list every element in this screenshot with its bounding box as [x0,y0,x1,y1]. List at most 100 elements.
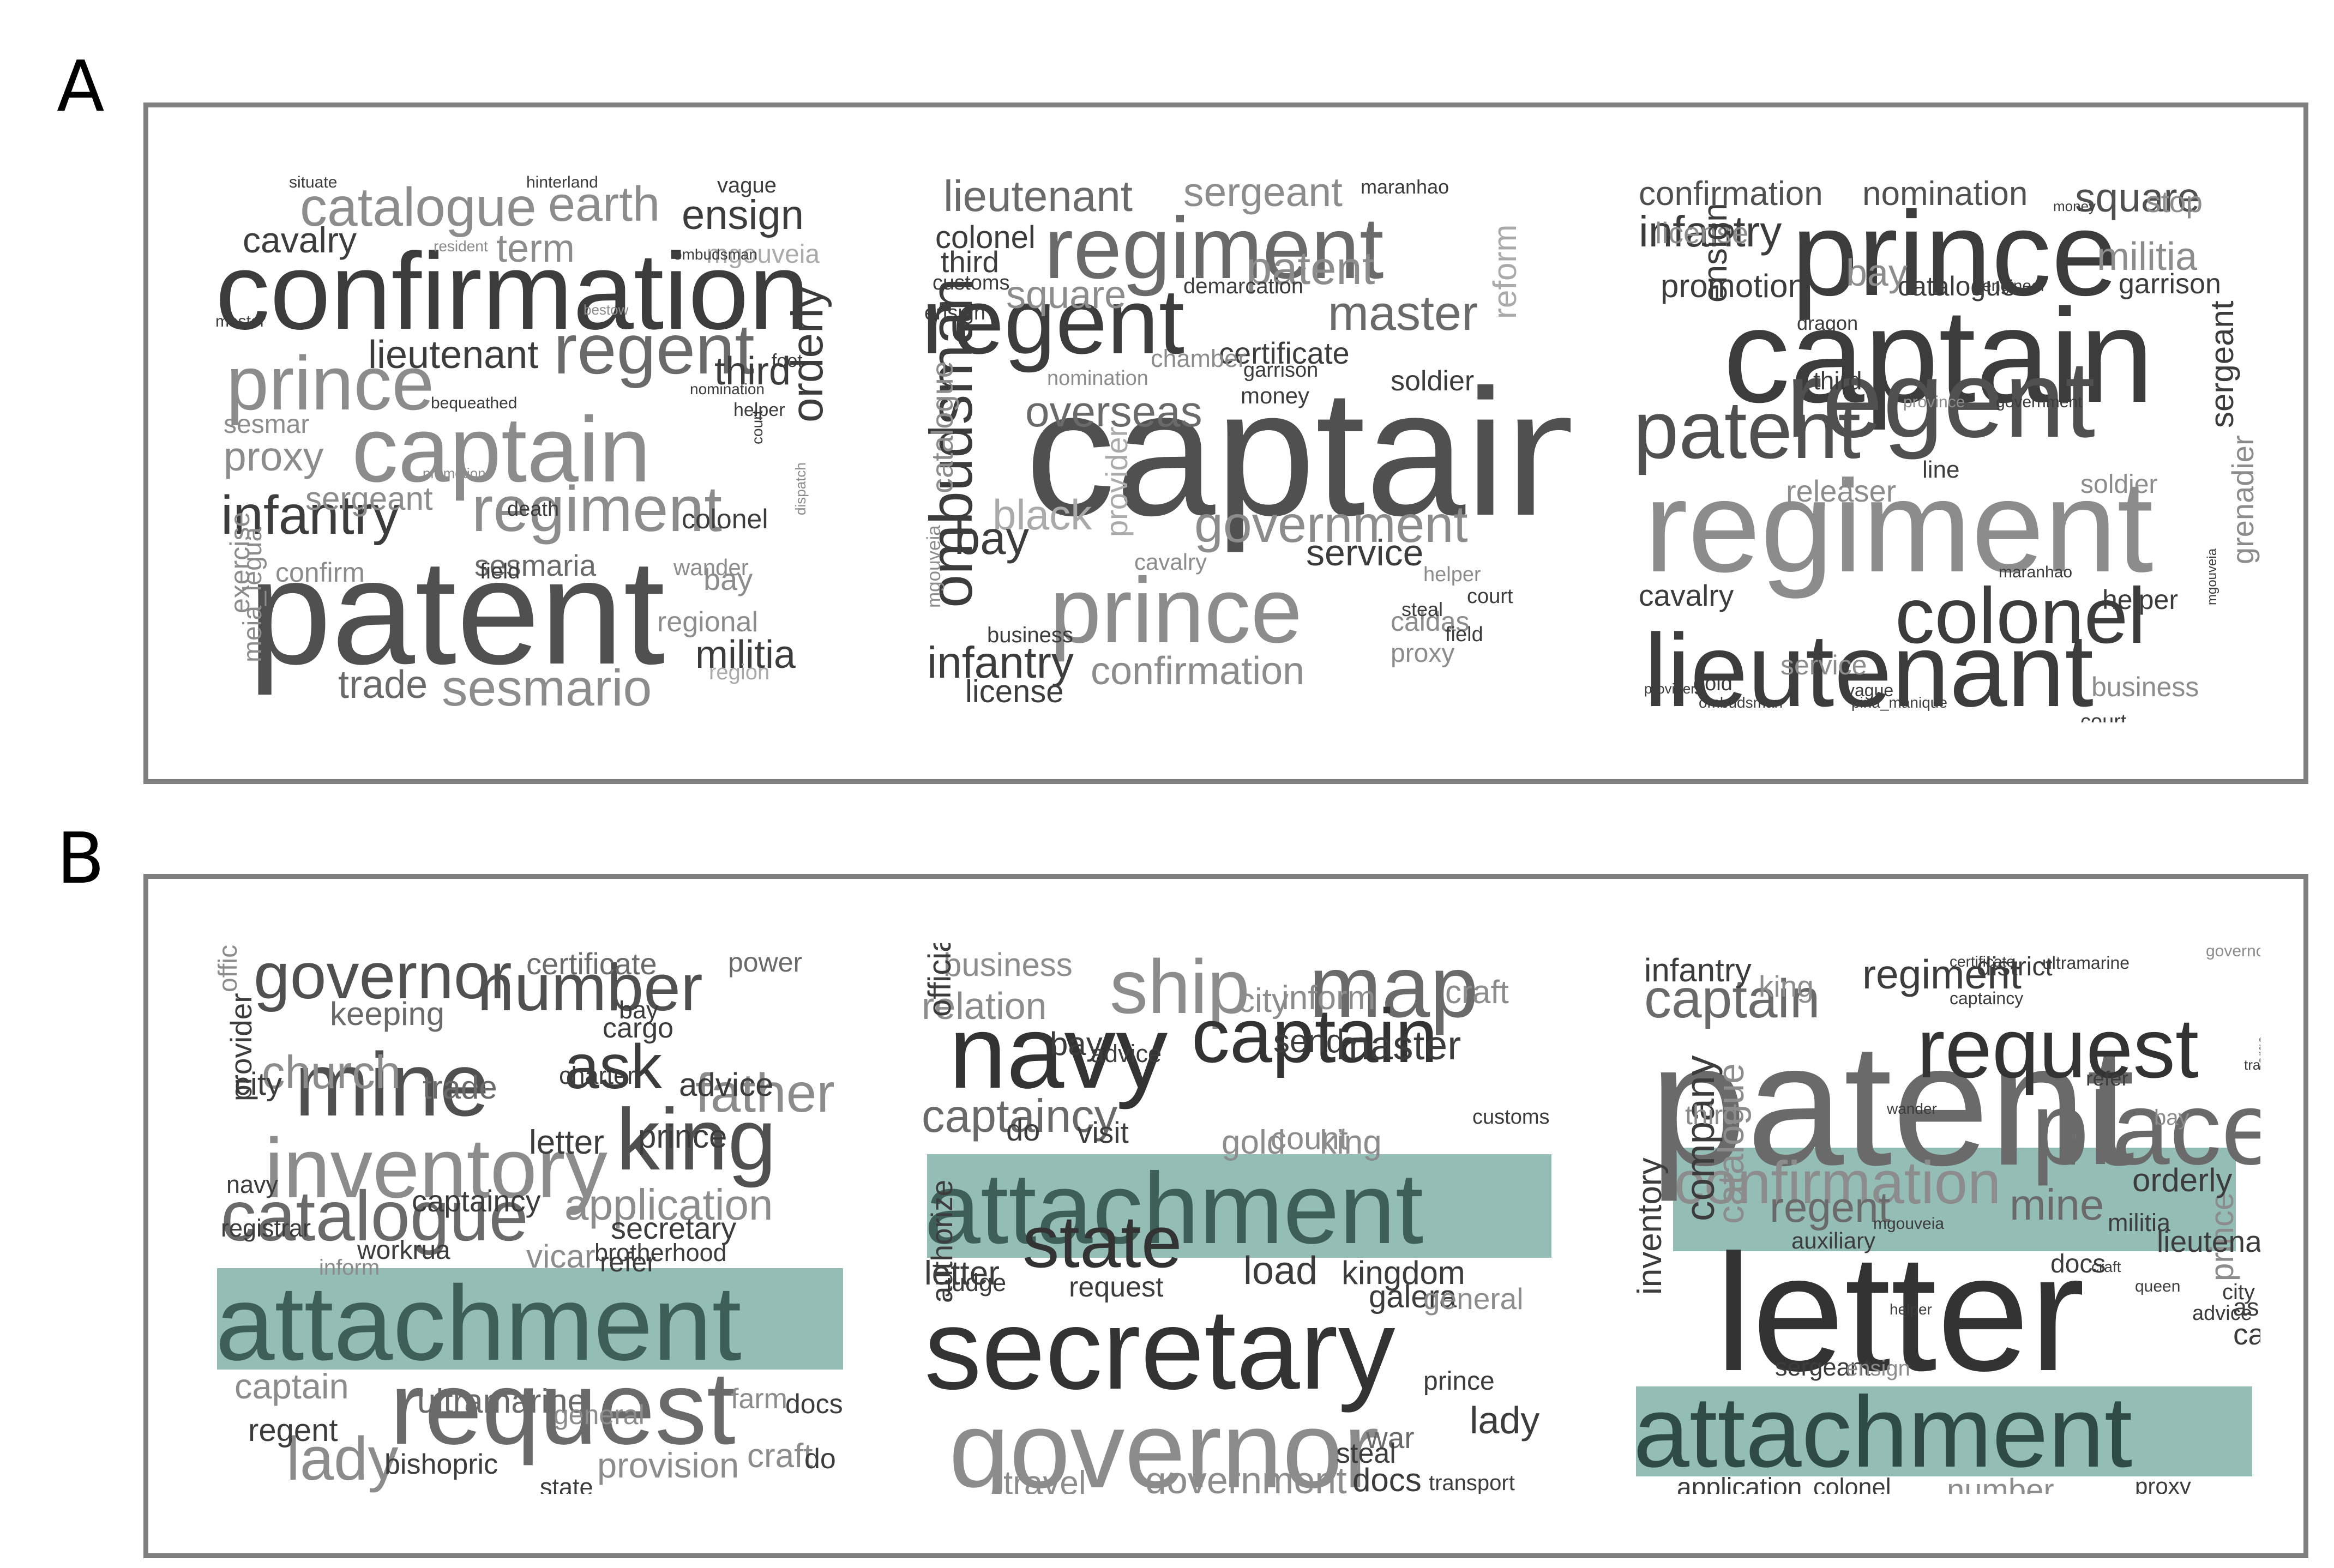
cloud-word: inventory [1633,1157,1669,1295]
cloud-word: visit [1077,1115,1129,1149]
cloud-word: license [1655,216,1749,250]
cloud-word: business [987,623,1073,647]
cloud-word: militia [2108,1209,2171,1237]
cloud-word: kingdom [1342,1255,1465,1291]
cloud-word: master [1336,1022,1461,1068]
cloud-word: helper [1423,563,1481,586]
cloud-word: confirmation [215,231,810,352]
cloud-word: mine [2010,1180,2104,1229]
cloud-word: regiment [1862,951,2022,997]
cloud-word: attachment [924,1153,1424,1265]
cloud-word: infantry [1644,952,1752,988]
cloud-word: helper [1890,1301,1932,1318]
cloud-word: maranhao [1361,176,1449,198]
cloud-word: city [2222,1280,2255,1304]
cloud-word: letter [1715,1220,2085,1406]
cloud-word: craft [2091,1258,2121,1275]
cloud-word: application [1677,1473,1802,1494]
cloud-word: catalogue [1898,271,2016,301]
cloud-word: regent [248,1413,338,1448]
cloud-word: do [804,1443,836,1475]
cloud-word: mgouveia [706,240,820,269]
cloud-word: cavalry [2233,1317,2260,1351]
cloud-word: infantry [927,638,1074,687]
cloud-word: cargo [2254,1035,2260,1071]
cloud-word: prince [1050,559,1303,662]
cloud-word: infantry [221,485,400,546]
cloud-word: prince [1423,1367,1495,1396]
cloud-word: craft [747,1437,813,1475]
cloud-word: patent [248,528,665,696]
cloud-word: provision [597,1445,739,1485]
cloud-word: colonel [1895,571,2146,660]
cloud-word: ombudsman [673,246,758,263]
cloud-word: court [749,410,766,444]
cloud-word: trade [423,1069,497,1106]
word-cloud: captain regiment prince regent lieutenant pat… [1633,172,2260,723]
cloud-word: request [1069,1271,1164,1303]
cloud-word: letter [924,1255,1000,1292]
cloud-word: line [1922,456,1960,483]
cloud-word: proxy [2135,1473,2191,1494]
cloud-word: captain [234,1366,349,1406]
word-cloud: confirmation patent captain prince regent reg… [215,172,867,722]
cloud-word: colonel [935,220,1036,255]
cloud-word: do [1006,1113,1040,1147]
cloud-word: catalogue [925,361,959,493]
cloud-word: third [714,349,791,393]
cloud-word: money [1241,383,1310,408]
cloud-word: application [564,1180,773,1229]
cloud-word: king [1320,1124,1382,1161]
cloud-word: navy [949,994,1168,1110]
highlight-band [927,1154,1551,1258]
cloud-word: city [1238,982,1289,1020]
cloud-word: governor [2206,943,2260,960]
cloud-word: letter [529,1124,604,1161]
cloud-word: demarcation [1183,274,1304,298]
cloud-word: colonel [1813,1473,1891,1494]
cloud-word: captain [1723,281,2155,430]
cloud-word: third [1813,366,1862,395]
cloud-word: death [507,498,560,521]
cloud-word: infantry [1639,207,1782,256]
cloud-word: craft [1445,974,1509,1010]
cloud-word: square [1006,273,1127,317]
cloud-word: vague [1846,680,1894,700]
cloud-word: license [965,674,1064,709]
cloud-word: nomination [1047,367,1148,390]
word-cloud: attachment request inventory king mine govern… [215,943,867,1494]
cloud-word: provider [1099,426,1134,537]
cloud-word: captaincy [412,1184,541,1218]
cloud-word: prince [226,340,435,426]
cloud-word: nomination [1862,175,2028,213]
cloud-word: regent [1770,1183,1891,1231]
cloud-word: hinterland [526,173,598,191]
cloud-word: workrua [357,1236,450,1265]
cloud-word: engineer [1982,277,2046,295]
cloud-word: bay [2154,1106,2189,1130]
cloud-word: inform [319,1256,380,1280]
cloud-word: war [1366,1421,1415,1455]
cloud-word: stop [2146,185,2203,219]
cloud-word: place [2031,1071,2260,1186]
cloud-word: transport [1429,1471,1515,1494]
cloud-word: lieutenant [2157,1225,2260,1258]
cloud-word: bay [1846,251,1908,294]
cloud-word: auxiliary [1791,1228,1876,1253]
panel-label-a: A [57,46,105,128]
cloud-word: bay [1050,1026,1103,1062]
cloud-word: militia [2097,235,2198,279]
cloud-word: lady [1470,1399,1540,1442]
cloud-word: confirmation [1674,1149,2001,1216]
cloud-word: state [1022,1201,1182,1283]
cloud-word: lady [286,1425,399,1493]
cloud-word: proxy [224,433,324,479]
cloud-word: confirm [275,557,365,588]
cloud-word: bay [954,512,1030,564]
cloud-word: prince [638,1118,727,1155]
cloud-word: term [496,227,575,270]
cloud-word: third [941,245,999,279]
cloud-word: relation [922,985,1047,1027]
cloud-word: judge [946,1269,1007,1296]
cloud-word: request [390,1350,736,1466]
